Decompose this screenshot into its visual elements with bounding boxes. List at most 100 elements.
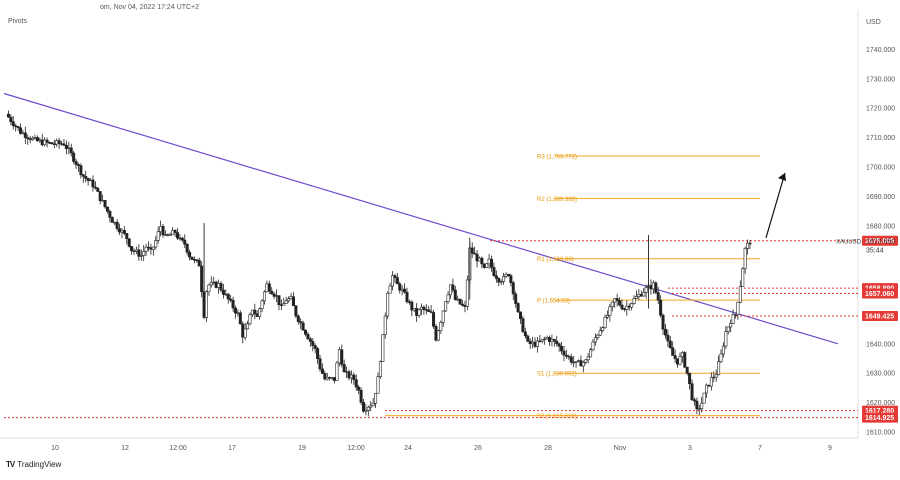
pivot-label-r2: R2 (1,689.388) (537, 197, 577, 203)
candle-body (400, 288, 404, 291)
price-level-tag (862, 412, 898, 423)
candle-body (668, 340, 672, 348)
candle-body (511, 282, 515, 295)
y-tick-label: 1690.000 (866, 194, 895, 201)
candle-body (714, 374, 718, 378)
candle-body (398, 283, 402, 291)
x-tick-label: 24 (404, 445, 412, 452)
pivot-label-s2: S2 (1,615.618) (537, 414, 577, 420)
candle-body (226, 293, 230, 300)
candle-body (221, 289, 225, 295)
currency-label: USD (866, 19, 881, 26)
candle-body (308, 338, 312, 342)
candle-body (528, 340, 532, 345)
candle-body (569, 356, 573, 363)
candle-body (490, 258, 494, 268)
y-tick-label: 1730.000 (866, 76, 895, 83)
candle-body (262, 291, 266, 302)
candle-body (393, 275, 397, 278)
candle-body (306, 334, 310, 340)
y-tick-label: 1640.000 (866, 341, 895, 348)
candle-body (461, 303, 465, 306)
x-tick-label: 26 (474, 445, 482, 452)
candle-body (354, 379, 358, 388)
candle-body (159, 226, 163, 233)
candle-body (663, 328, 667, 336)
candle-body (243, 328, 247, 338)
price-level-label: 1614.925 (865, 415, 894, 422)
candle-body (516, 303, 520, 313)
candle-body (349, 374, 353, 379)
candle-body (72, 152, 76, 162)
candle-body (605, 314, 609, 318)
candle-body (369, 405, 373, 408)
candle-body (589, 349, 593, 358)
candle-body (154, 240, 158, 248)
candle-body (345, 371, 349, 373)
candle-body (151, 246, 155, 250)
candle-body (659, 299, 663, 316)
candle-body (282, 303, 286, 306)
candle-body (564, 354, 568, 357)
candle-body (101, 200, 105, 202)
candle-body (683, 352, 687, 368)
candle-body (613, 298, 617, 303)
candle-body (487, 258, 491, 265)
candle-body (451, 284, 455, 291)
candle-body (419, 306, 423, 311)
candle-body (289, 296, 293, 300)
candle-body (137, 249, 141, 257)
candle-body (142, 250, 146, 256)
candle-body (313, 345, 317, 349)
price-level-label: 1657.060 (865, 291, 894, 298)
candle-body (523, 331, 527, 337)
candle-body (340, 349, 344, 365)
price-level-label: 1675.005 (865, 238, 894, 245)
candle-body (236, 312, 240, 314)
candle-body (277, 295, 281, 306)
candle-body (35, 137, 39, 142)
candle-body (519, 311, 523, 319)
candle-body (731, 314, 735, 324)
brand-name: TradingView (17, 460, 62, 469)
candle-body (378, 361, 382, 378)
candle-body (726, 326, 730, 332)
candle-body (362, 402, 366, 412)
candle-body (548, 337, 552, 342)
candle-body (6, 113, 10, 118)
candle-body (705, 384, 709, 394)
candle-body (514, 293, 518, 304)
candle-body (178, 237, 182, 240)
current-price-label: 1673.650 (866, 239, 895, 246)
candle-body (473, 252, 477, 255)
candle-body (156, 231, 160, 241)
candle-body (357, 386, 361, 391)
x-tick-label: 9 (828, 445, 832, 452)
candle-body (335, 362, 339, 381)
candle-body (688, 372, 692, 385)
candle-body (444, 301, 448, 312)
candle-body (260, 300, 264, 309)
chart-header: om, Nov 04, 2022 17:24 UTC+2 (100, 4, 200, 11)
candle-body (96, 187, 100, 192)
x-tick-label: 12:00 (169, 445, 187, 452)
candle-body (28, 138, 32, 140)
candle-body (337, 349, 341, 364)
candle-body (593, 337, 597, 343)
candle-body (258, 308, 262, 317)
x-tick-label: 12 (121, 445, 129, 452)
candle-body (651, 282, 655, 290)
candle-body (579, 360, 583, 367)
candle-body (429, 311, 433, 313)
candle-body (115, 221, 119, 229)
candle-body (562, 350, 566, 356)
candle-body (441, 310, 445, 323)
y-tick-label: 1620.000 (866, 400, 895, 407)
x-tick-label: 12:00 (347, 445, 365, 452)
y-tick-label: 1630.000 (866, 371, 895, 378)
candle-body (209, 282, 213, 286)
candle-body (576, 360, 580, 362)
candle-body (661, 314, 665, 330)
tradingview-logo-icon: TV (6, 460, 15, 469)
